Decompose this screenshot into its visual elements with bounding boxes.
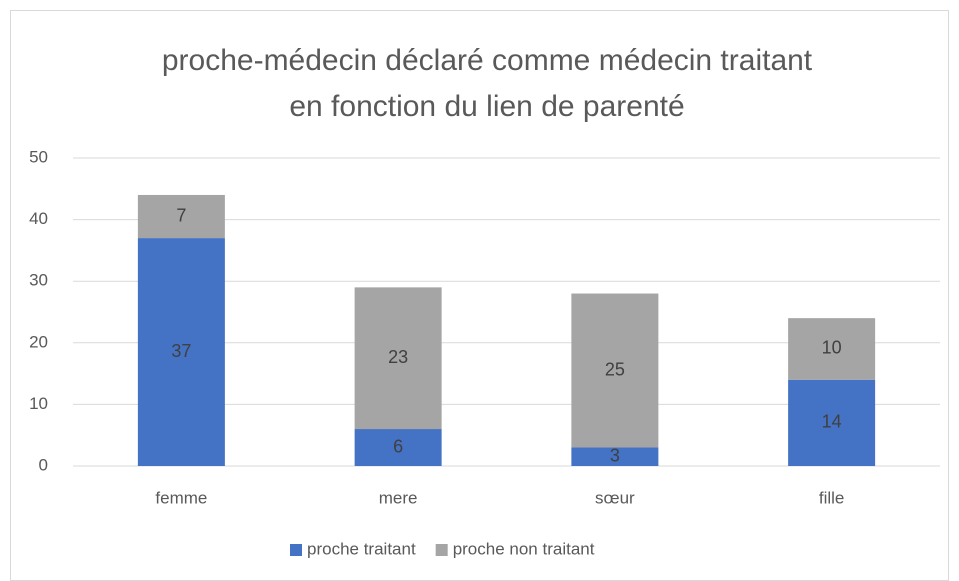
bar-segment bbox=[137, 194, 225, 239]
x-tick-label: femme bbox=[155, 488, 207, 507]
data-label: 3 bbox=[610, 446, 620, 466]
chart-title: proche-médecin déclaré comme médecin tra… bbox=[162, 44, 813, 77]
bar-segment bbox=[137, 238, 225, 466]
data-label: 37 bbox=[171, 341, 191, 361]
legend-label: proche non traitant bbox=[453, 539, 595, 558]
legend-swatch bbox=[435, 544, 448, 556]
legend-swatch bbox=[290, 544, 302, 556]
y-tick-label: 30 bbox=[29, 271, 48, 290]
x-tick-label: fille bbox=[819, 488, 845, 507]
bar-segment bbox=[354, 429, 442, 466]
y-tick-label: 50 bbox=[29, 147, 48, 166]
chart-title: en fonction du lien de parenté bbox=[289, 90, 684, 123]
data-label: 23 bbox=[388, 347, 408, 367]
y-tick-label: 0 bbox=[39, 455, 48, 474]
data-label: 25 bbox=[605, 359, 625, 379]
data-label: 14 bbox=[822, 412, 842, 432]
y-tick-label: 20 bbox=[29, 332, 48, 351]
data-label: 6 bbox=[393, 436, 403, 456]
y-tick-label: 10 bbox=[29, 394, 48, 413]
bar-segment bbox=[571, 447, 659, 466]
legend-label: proche traitant bbox=[307, 539, 416, 558]
bar-segment bbox=[788, 379, 876, 466]
bar-segment bbox=[788, 318, 876, 380]
bar-segment bbox=[571, 293, 659, 448]
bar-segment bbox=[354, 287, 442, 430]
x-tick-label: mere bbox=[379, 488, 418, 507]
data-label: 10 bbox=[822, 338, 842, 358]
data-label: 7 bbox=[176, 205, 186, 225]
y-tick-label: 40 bbox=[29, 209, 48, 228]
x-tick-label: sœur bbox=[595, 488, 635, 507]
